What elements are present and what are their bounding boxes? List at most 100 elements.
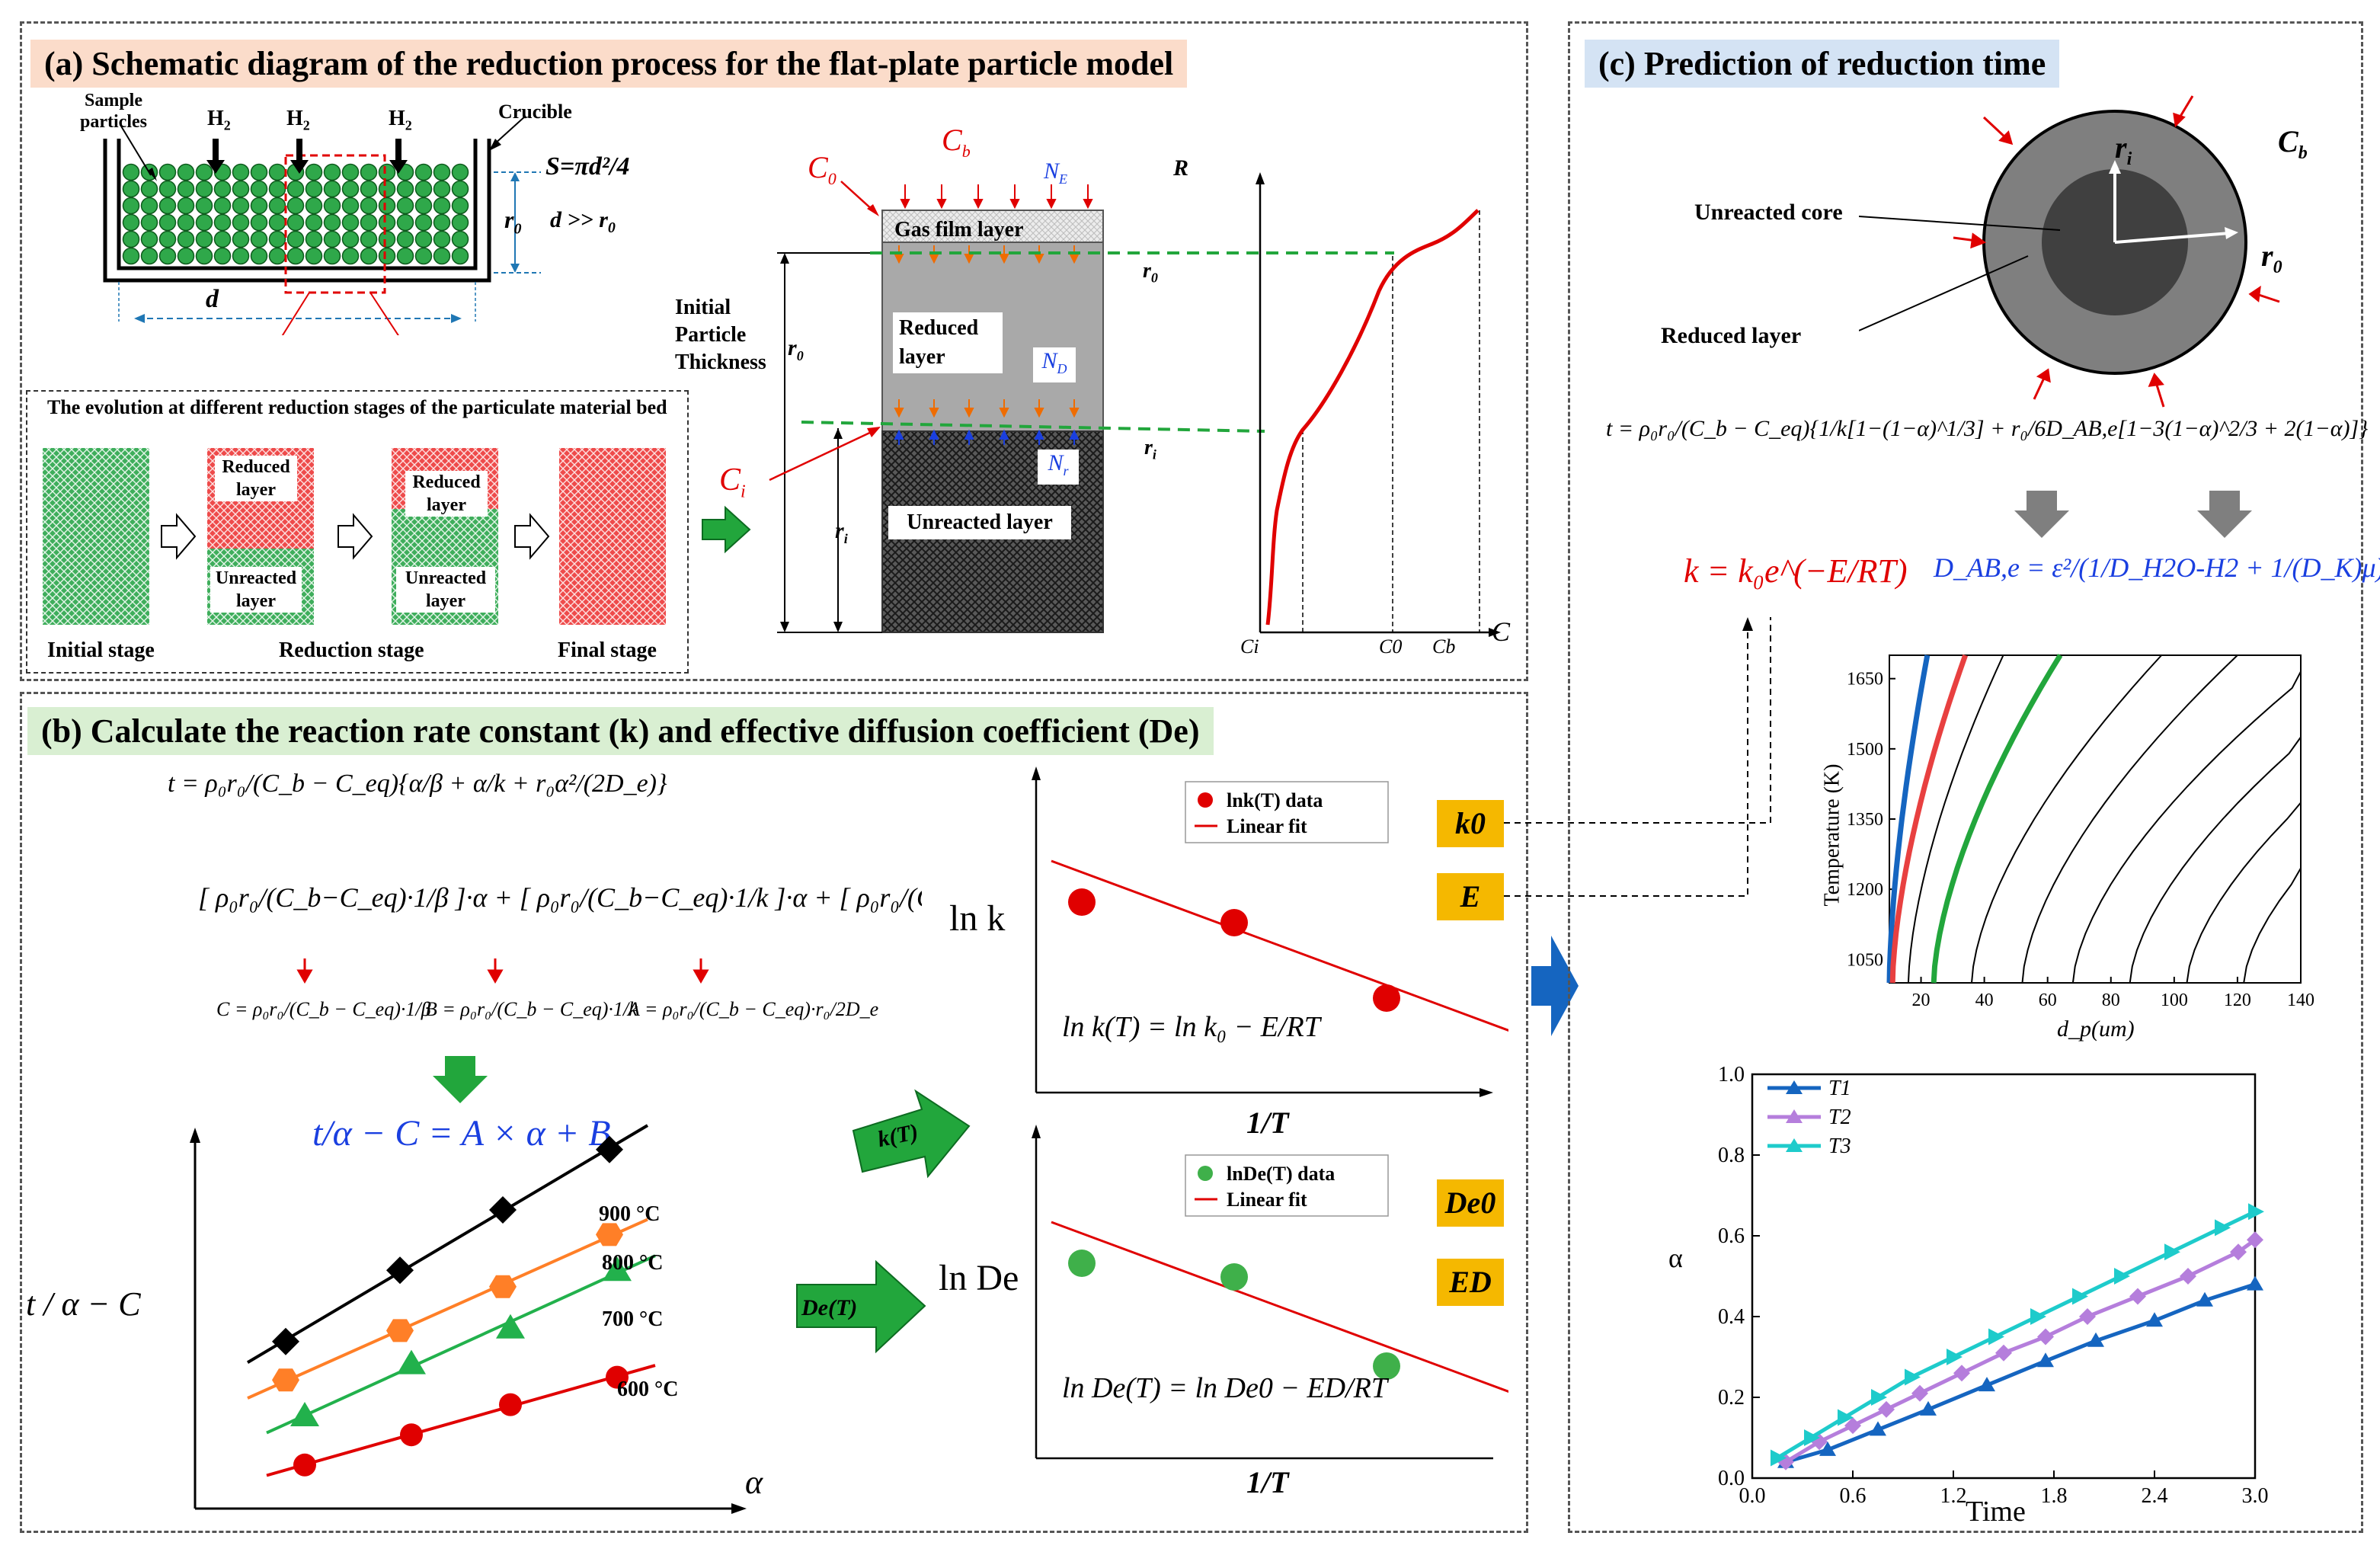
particle [158, 163, 177, 181]
particle [360, 230, 378, 248]
expanded-equation: [ ρ₀r₀/(C_b−C_eq)·1/β ]·α + [ ρ₀r₀/(C_b−… [198, 882, 922, 984]
unreacted-core-label: Unreacted core [1694, 200, 1843, 225]
data-point [1771, 1449, 1787, 1467]
data-point [2087, 1332, 2104, 1347]
layer-diagram [769, 172, 1501, 637]
data-point [1953, 1365, 1970, 1382]
rate-equation: t = ρ₀r₀/(C_b − C_eq){α/β + α/k + r₀α²/(… [168, 770, 667, 798]
linear-y-label: t / α − C [26, 1285, 141, 1323]
particle [140, 230, 158, 248]
x-tick-label: 20 [1912, 990, 1931, 1010]
c0-label: C0 [808, 150, 837, 188]
fit-line-1 [247, 1218, 648, 1400]
particle [323, 197, 341, 215]
k-equation: k = k₀e^(−E/RT) [1684, 552, 1908, 590]
particle [341, 163, 360, 181]
data-point [1373, 1352, 1400, 1380]
particle [140, 247, 158, 265]
y-tick-label: 0.0 [1718, 1467, 1745, 1490]
fit-line [1051, 859, 1508, 1032]
coef-a: A = ρ₀r₀/(C_b − C_eq)·r₀/2D_e [628, 998, 879, 1020]
y-tick-label: 0.2 [1718, 1386, 1745, 1410]
particle [378, 180, 396, 198]
x-tick-label: 2.4 [2142, 1484, 2168, 1508]
y-tick-label: 1200 [1847, 880, 1883, 900]
particle [122, 197, 140, 215]
profile-y-axis-label: R [1173, 155, 1189, 181]
contour-line [1907, 654, 2004, 984]
x-tick-label: 40 [1975, 990, 1994, 1010]
stage-reduction: Reduction stage [279, 638, 424, 662]
particle [213, 180, 232, 198]
particle [177, 247, 195, 265]
particle [305, 163, 323, 181]
alpha-y-label: α [1668, 1243, 1683, 1273]
particle [378, 230, 396, 248]
data-point [397, 1349, 426, 1374]
concentration-profile [1265, 209, 1480, 626]
contour-line [2071, 655, 2302, 984]
particle [286, 197, 305, 215]
particle [122, 163, 140, 181]
profile-ri-label: ri [1144, 436, 1156, 462]
particle [213, 197, 232, 215]
data-point [489, 1196, 517, 1224]
particle [158, 213, 177, 232]
particle [140, 197, 158, 215]
x-tick-label: 120 [2224, 990, 2251, 1010]
connector-lines [1504, 617, 1771, 897]
panel-a [20, 21, 1528, 681]
data-point [499, 1393, 522, 1416]
particle [451, 163, 469, 181]
data-point [1870, 1421, 1886, 1436]
particle [232, 163, 250, 181]
crucible-label: Crucible [498, 101, 572, 123]
contour-line [2243, 655, 2302, 984]
blue-arrow [1531, 936, 1579, 1036]
data-point [1995, 1344, 2012, 1362]
particle [451, 213, 469, 232]
particle [414, 230, 433, 248]
coef-c: C = ρ₀r₀/(C_b − C_eq)·1/β [216, 998, 431, 1020]
reduced-layer-label: Reduced layer [893, 312, 1003, 373]
data-point [386, 1319, 414, 1342]
profile-r0-label: r0 [1143, 259, 1158, 286]
data-point [1878, 1400, 1895, 1418]
legend-800: 800 °C [602, 1251, 664, 1275]
legend-600: 600 °C [617, 1378, 679, 1401]
y-tick-label: 0.4 [1718, 1305, 1745, 1329]
particle [195, 197, 213, 215]
nr-label: Nr [1038, 450, 1079, 485]
lnde-plot [1032, 1125, 1508, 1460]
gas-film-label: Gas film layer [894, 218, 1024, 242]
particle [122, 230, 140, 248]
evo-reduced-label-1: Reduced layer [215, 456, 297, 501]
reduced-layer-sphere-label: Reduced layer [1661, 323, 1802, 348]
stage-initial: Initial stage [47, 638, 155, 662]
particle [451, 247, 469, 265]
r0-label: r0 [788, 335, 804, 363]
d-equation: D_AB,e = ε²/(1/D_H2O-H2 + 1/(D_K)μ) [1934, 552, 2380, 583]
legend-marker [1786, 1138, 1803, 1152]
legend-900: 900 °C [599, 1202, 661, 1226]
data-point [596, 1223, 623, 1246]
data-point [2248, 1203, 2264, 1221]
green-arrow-a [702, 505, 751, 554]
particle [122, 180, 140, 198]
data-point [272, 1368, 299, 1392]
svg-text:[ ρ₀r₀/(C_b−C_eq)·1/β ]·α + [: [ ρ₀r₀/(C_b−C_eq)·1/β ]·α + [ ρ₀r₀/(C_b−… [198, 882, 922, 913]
det-arrow-label: De(T) [801, 1295, 858, 1320]
data-point [1905, 1368, 1921, 1386]
particle [232, 197, 250, 215]
particle [414, 180, 433, 198]
grey-arrows [2014, 491, 2252, 538]
particle [268, 163, 286, 181]
data-point [2079, 1308, 2096, 1325]
panel-a-title: (a) Schematic diagram of the reduction p… [30, 40, 1188, 88]
data-point [2037, 1352, 2054, 1368]
data-point [2072, 1288, 2088, 1305]
data-point [1871, 1389, 1887, 1406]
profile-tick-c0: C0 [1379, 635, 1403, 658]
legend-marker [1786, 1109, 1803, 1123]
